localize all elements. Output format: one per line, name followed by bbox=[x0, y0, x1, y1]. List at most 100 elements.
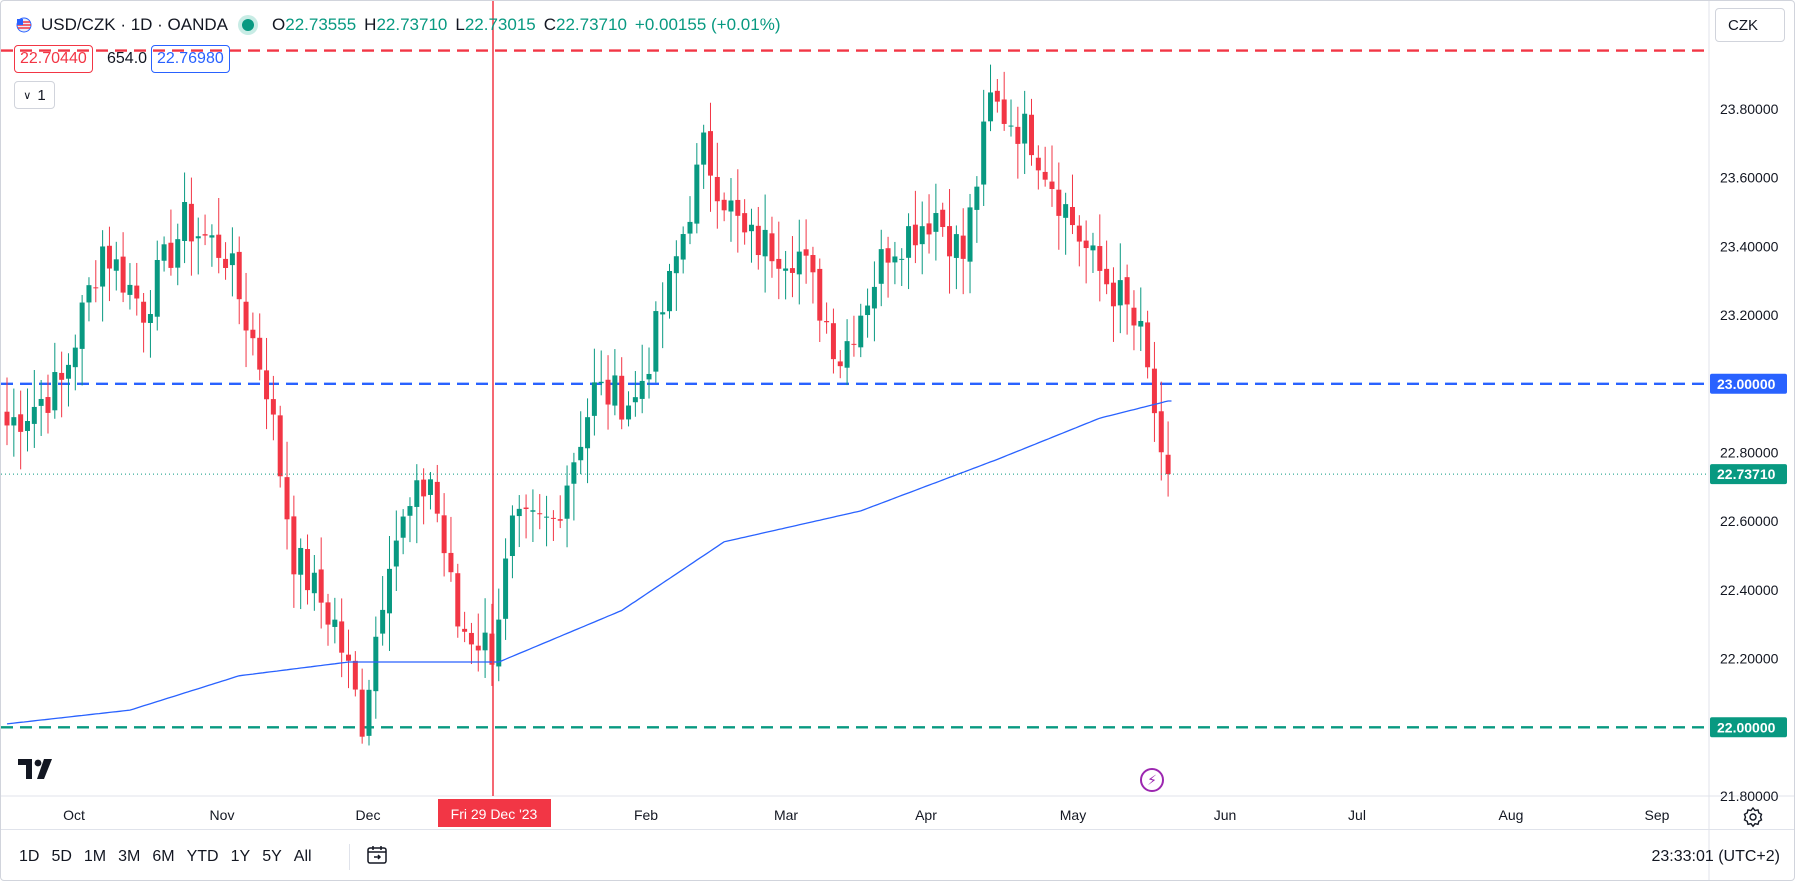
crosshair-date-label: Fri 29 Dec '23 bbox=[451, 806, 538, 822]
candle-body bbox=[673, 256, 679, 274]
x-tick-label: Dec bbox=[356, 807, 381, 823]
candle-body bbox=[1165, 454, 1171, 475]
candle-body bbox=[489, 633, 495, 665]
candle-body bbox=[393, 540, 399, 567]
candle-body bbox=[707, 131, 713, 176]
flag-icon bbox=[16, 17, 32, 33]
candle-body bbox=[701, 132, 707, 165]
range-button-6m[interactable]: 6M bbox=[152, 848, 175, 865]
candle-body bbox=[667, 270, 673, 312]
buy-button[interactable]: 22.76980 bbox=[151, 45, 230, 73]
range-button-1y[interactable]: 1Y bbox=[230, 848, 251, 865]
lot-value: 1 bbox=[37, 86, 46, 104]
candle-body bbox=[270, 399, 276, 415]
candle-body bbox=[298, 547, 304, 575]
y-tick-label: 22.20000 bbox=[1720, 651, 1779, 667]
symbol-title[interactable]: USD/CZK · 1D · OANDA bbox=[41, 15, 229, 34]
range-button-5y[interactable]: 5Y bbox=[262, 848, 282, 865]
candle-body bbox=[106, 245, 112, 269]
candle-body bbox=[619, 375, 625, 420]
candle-body bbox=[735, 199, 741, 216]
candle-body bbox=[455, 573, 461, 627]
range-button-1d[interactable]: 1D bbox=[19, 848, 40, 865]
candle-body bbox=[141, 301, 147, 323]
candle-body bbox=[646, 373, 652, 380]
candle-body bbox=[632, 397, 638, 403]
y-tick-label: 22.40000 bbox=[1720, 582, 1779, 598]
y-tick-label: 22.60000 bbox=[1720, 513, 1779, 529]
candle-body bbox=[305, 549, 311, 591]
candle-body bbox=[557, 519, 563, 521]
lightning-icon[interactable]: ⚡ bbox=[1140, 768, 1164, 792]
candle-body bbox=[789, 268, 795, 273]
lot-selector[interactable]: ∨ 1 bbox=[14, 81, 55, 109]
candle-body bbox=[906, 226, 912, 258]
candle-body bbox=[817, 268, 823, 321]
market-open-icon bbox=[242, 19, 255, 31]
candle-body bbox=[953, 234, 959, 258]
settings-gear-icon[interactable] bbox=[1741, 805, 1765, 829]
toolbar-divider bbox=[349, 844, 350, 870]
candle-body bbox=[1029, 114, 1034, 156]
candle-body bbox=[284, 477, 290, 520]
candle-body bbox=[52, 372, 58, 411]
candle-body bbox=[1124, 277, 1130, 305]
candle-body bbox=[188, 203, 194, 242]
calendar-icon[interactable] bbox=[365, 843, 389, 867]
y-tick-label: 23.20000 bbox=[1720, 307, 1779, 323]
sell-button[interactable]: 22.70440 bbox=[14, 45, 93, 73]
range-button-5d[interactable]: 5D bbox=[51, 848, 72, 865]
candle-body bbox=[550, 517, 556, 519]
candle-body bbox=[878, 249, 884, 284]
high-label: H bbox=[364, 15, 377, 34]
candle-body bbox=[1097, 246, 1103, 271]
candle-body bbox=[291, 516, 297, 575]
candle-body bbox=[1008, 125, 1014, 127]
candle-body bbox=[147, 314, 153, 323]
candle-body bbox=[988, 92, 994, 122]
candle-body bbox=[346, 654, 351, 661]
x-tick-label: Oct bbox=[63, 807, 85, 823]
candle-body bbox=[1042, 171, 1048, 180]
candle-body bbox=[182, 202, 188, 242]
candle-body bbox=[264, 370, 270, 400]
y-tick-label: 22.80000 bbox=[1720, 445, 1779, 461]
candle-body bbox=[154, 259, 160, 317]
candle-body bbox=[1151, 368, 1157, 414]
candle-body bbox=[434, 481, 440, 514]
x-tick-label: Jun bbox=[1214, 807, 1237, 823]
candle-body bbox=[325, 602, 331, 625]
candle-body bbox=[598, 381, 604, 384]
candle-body bbox=[1104, 268, 1110, 285]
candle-body bbox=[530, 510, 536, 512]
currency-selector[interactable]: CZK bbox=[1715, 8, 1785, 42]
range-button-ytd[interactable]: YTD bbox=[186, 848, 219, 865]
last-price-label: 22.73710 bbox=[1717, 466, 1776, 482]
candle-body bbox=[776, 258, 782, 269]
candle-body bbox=[578, 446, 584, 461]
candle-body bbox=[940, 209, 946, 228]
y-tick-label: 23.60000 bbox=[1720, 170, 1779, 186]
candle-body bbox=[605, 379, 611, 405]
candle-body bbox=[65, 364, 71, 379]
clock-timezone[interactable]: 23:33:01 (UTC+2) bbox=[1651, 848, 1780, 865]
range-button-3m[interactable]: 3M bbox=[118, 848, 141, 865]
low-value: 22.73015 bbox=[464, 15, 536, 34]
x-tick-label: Mar bbox=[774, 807, 798, 823]
candle-body bbox=[400, 516, 406, 538]
range-button-all[interactable]: All bbox=[293, 848, 312, 865]
candle-body bbox=[120, 256, 126, 293]
candle-body bbox=[496, 619, 502, 667]
candle-body bbox=[837, 361, 843, 367]
candle-body bbox=[516, 508, 522, 517]
candle-body bbox=[1022, 113, 1028, 144]
moving-average-line[interactable] bbox=[6, 400, 1172, 725]
x-tick-label: Sep bbox=[1645, 807, 1670, 823]
candle-body bbox=[1049, 181, 1055, 190]
range-button-1m[interactable]: 1M bbox=[83, 848, 107, 865]
candle-body bbox=[885, 248, 891, 263]
candle-body bbox=[653, 311, 659, 372]
x-tick-label: Nov bbox=[210, 807, 235, 823]
candle-body bbox=[1110, 282, 1116, 307]
